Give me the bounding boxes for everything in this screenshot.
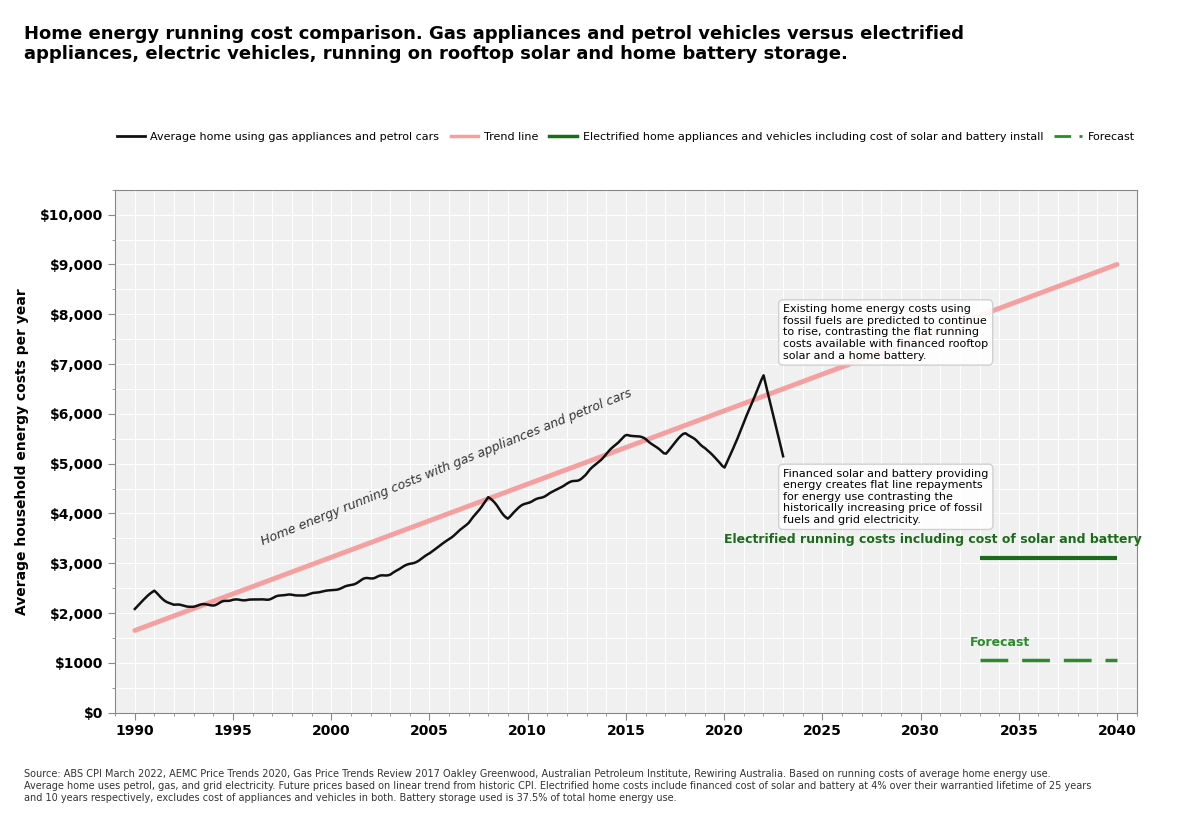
Y-axis label: Average household energy costs per year: Average household energy costs per year bbox=[14, 287, 29, 614]
Text: Existing home energy costs using
fossil fuels are predicted to continue
to rise,: Existing home energy costs using fossil … bbox=[784, 305, 989, 360]
Text: Home energy running costs with gas appliances and petrol cars: Home energy running costs with gas appli… bbox=[259, 387, 634, 548]
Text: Financed solar and battery providing
energy creates flat line repayments
for ene: Financed solar and battery providing ene… bbox=[784, 468, 989, 525]
Text: Source: ABS CPI March 2022, AEMC Price Trends 2020, Gas Price Trends Review 2017: Source: ABS CPI March 2022, AEMC Price T… bbox=[24, 769, 1091, 803]
Text: Electrified running costs including cost of solar and battery: Electrified running costs including cost… bbox=[724, 533, 1142, 545]
Text: Home energy running cost comparison. Gas appliances and petrol vehicles versus e: Home energy running cost comparison. Gas… bbox=[24, 25, 964, 63]
Text: Forecast: Forecast bbox=[970, 636, 1030, 649]
Legend: Average home using gas appliances and petrol cars, Trend line, Electrified home : Average home using gas appliances and pe… bbox=[113, 127, 1139, 146]
